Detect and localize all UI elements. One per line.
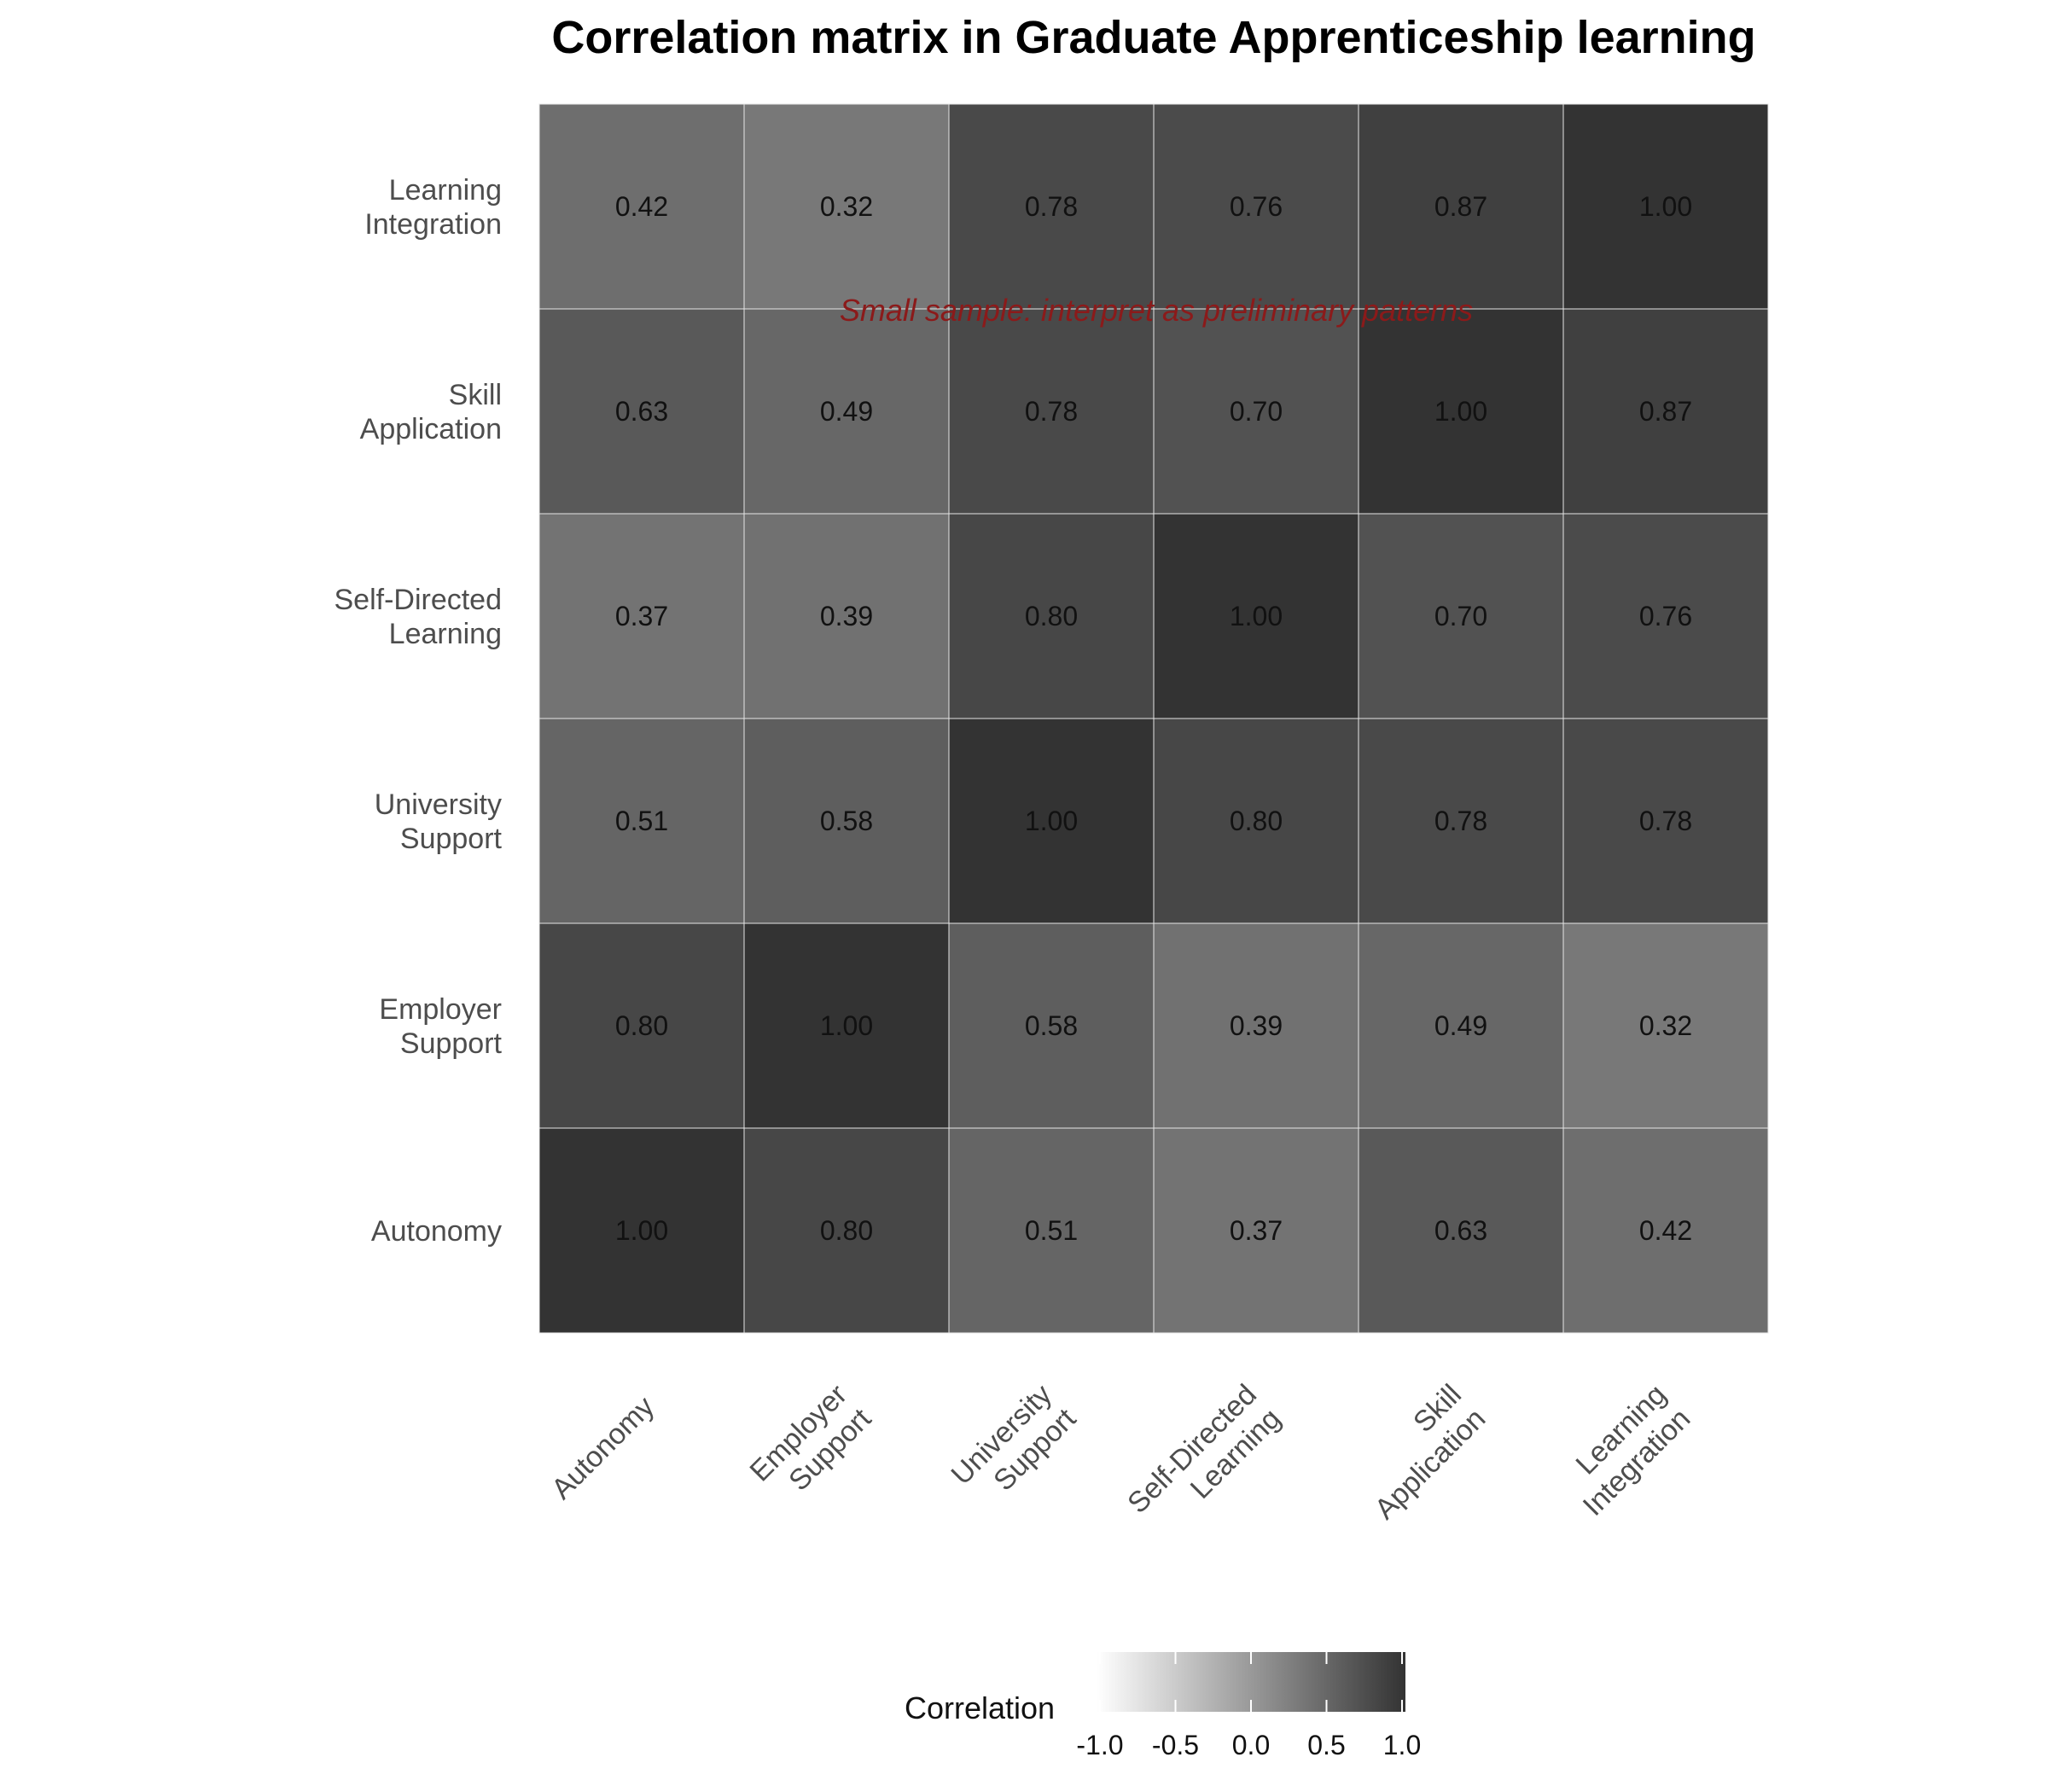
heatmap-cell <box>1562 718 1769 924</box>
svg-text:Self-DirectedLearning: Self-DirectedLearning <box>1121 1378 1287 1544</box>
heatmap-cell <box>1153 922 1359 1129</box>
cell-value-label: 0.78 <box>1025 191 1078 222</box>
cell-value-label: 0.51 <box>615 806 668 836</box>
heatmap-cell <box>1562 308 1769 515</box>
cell-value-label: 0.58 <box>1025 1010 1078 1041</box>
x-tick-label: SkillApplication <box>1345 1378 1492 1526</box>
heatmap-cell <box>1358 103 1564 310</box>
svg-text:LearningIntegration: LearningIntegration <box>1553 1378 1697 1522</box>
y-tick-label: University Support <box>375 788 503 855</box>
cell-value-label: 1.00 <box>1639 191 1692 222</box>
svg-text:Autonomy: Autonomy <box>545 1390 660 1505</box>
cell-value-label: 0.49 <box>820 396 873 427</box>
cell-value-label: 0.63 <box>1434 1215 1487 1246</box>
heatmap-cell <box>948 513 1155 719</box>
cell-value-label: 0.78 <box>1639 806 1692 836</box>
x-tick-label: UniversitySupport <box>945 1378 1083 1516</box>
heatmap-cell <box>1153 308 1359 515</box>
cell-value-label: 0.42 <box>1639 1215 1692 1246</box>
cell-value-label: 0.87 <box>1434 191 1487 222</box>
cell-value-label: 0.32 <box>820 191 873 222</box>
x-tick-label: Autonomy <box>545 1390 660 1505</box>
x-axis-tick-labels: Autonomy EmployerSupport UniversitySupport… <box>545 1378 1697 1544</box>
cell-value-label: 0.51 <box>1025 1215 1078 1246</box>
cell-value-label: 0.49 <box>1434 1010 1487 1041</box>
cell-value-label: 0.76 <box>1639 601 1692 631</box>
heatmap-cell <box>743 1127 950 1334</box>
cell-value-label: 0.42 <box>615 191 668 222</box>
cell-value-label: 0.80 <box>615 1010 668 1041</box>
heatmap-cell <box>948 718 1155 924</box>
legend-ticks: -1.0 -0.5 0.0 0.5 1.0 <box>1076 1652 1421 1760</box>
heatmap-cell <box>1562 922 1769 1129</box>
heatmap-cells <box>538 103 1769 1334</box>
legend-title: Correlation <box>905 1690 1055 1725</box>
cell-value-label: 0.70 <box>1230 396 1283 427</box>
heatmap-cell <box>743 513 950 719</box>
cell-value-label: 1.00 <box>1230 601 1283 631</box>
cell-value-label: 0.80 <box>1230 806 1283 836</box>
heatmap-cell <box>1358 1127 1564 1334</box>
cell-value-label: 0.32 <box>1639 1010 1692 1041</box>
heatmap-cell <box>1358 513 1564 719</box>
x-tick-label: Self-DirectedLearning <box>1121 1378 1287 1544</box>
cell-value-label: 1.00 <box>1025 806 1078 836</box>
heatmap-cell <box>948 922 1155 1129</box>
x-tick-label: LearningIntegration <box>1553 1378 1697 1522</box>
heatmap-cell <box>1358 718 1564 924</box>
cell-value-label: 0.70 <box>1434 601 1487 631</box>
heatmap-cell <box>538 1127 745 1334</box>
heatmap-cell <box>1358 308 1564 515</box>
y-tick-label: Autonomy <box>371 1215 502 1248</box>
cell-value-label: 1.00 <box>615 1215 668 1246</box>
legend-tick-label: 0.0 <box>1232 1730 1270 1760</box>
heatmap-cell <box>948 308 1155 515</box>
cell-value-label: 0.78 <box>1434 806 1487 836</box>
cell-value-label: 0.78 <box>1025 396 1078 427</box>
heatmap-cell <box>1562 1127 1769 1334</box>
cell-value-label: 0.39 <box>820 601 873 631</box>
cell-value-label: 1.00 <box>820 1010 873 1041</box>
color-legend: Correlation -1.0 -0.5 0.0 0.5 1.0 <box>905 1652 1421 1760</box>
heatmap-cell <box>538 922 745 1129</box>
cell-value-label: 0.80 <box>820 1215 873 1246</box>
chart-title: Correlation matrix in Graduate Apprentic… <box>551 12 1755 63</box>
legend-tick-label: -1.0 <box>1076 1730 1123 1760</box>
heatmap-cell <box>743 922 950 1129</box>
cell-value-label: 0.76 <box>1230 191 1283 222</box>
heatmap-cell <box>1153 103 1359 310</box>
heatmap-cell <box>1153 718 1359 924</box>
cell-value-label: 0.80 <box>1025 601 1078 631</box>
heatmap-cell <box>1562 513 1769 719</box>
y-axis-tick-labels: Autonomy Employer Support University Support… <box>334 174 502 1248</box>
cell-value-label: 0.37 <box>1230 1215 1283 1246</box>
heatmap-cell <box>538 718 745 924</box>
legend-tick-label: 0.5 <box>1307 1730 1345 1760</box>
cell-value-label: 0.37 <box>615 601 668 631</box>
y-tick-label: Self-Directed Learning <box>334 584 502 650</box>
legend-tick-label: 1.0 <box>1383 1730 1421 1760</box>
y-tick-label: Skill Application <box>360 379 502 445</box>
chart-annotation: Small sample: interpret as preliminary p… <box>840 293 1473 328</box>
cell-value-label: 1.00 <box>1434 396 1487 427</box>
svg-text:SkillApplication: SkillApplication <box>1345 1378 1492 1526</box>
svg-text:EmployerSupport: EmployerSupport <box>744 1378 878 1512</box>
y-tick-label: Employer Support <box>379 993 502 1060</box>
heatmap-cell <box>538 308 745 515</box>
heatmap-cell <box>1562 103 1769 310</box>
cell-value-label: 0.58 <box>820 806 873 836</box>
y-tick-label: Learning Integration <box>364 174 502 241</box>
cell-value-label: 0.87 <box>1639 396 1692 427</box>
heatmap-cell <box>538 103 745 310</box>
heatmap-cell <box>1153 1127 1359 1334</box>
heatmap-cell-labels: 1.00 0.80 0.51 0.37 0.63 0.42 0.80 1.00 0.58 0.39… <box>615 191 1692 1246</box>
x-tick-label: EmployerSupport <box>744 1378 878 1512</box>
cell-value-label: 0.63 <box>615 396 668 427</box>
legend-tick-label: -0.5 <box>1152 1730 1199 1760</box>
heatmap-cell <box>538 513 745 719</box>
cell-value-label: 0.39 <box>1230 1010 1283 1041</box>
heatmap-cell <box>743 308 950 515</box>
svg-text:UniversitySupport: UniversitySupport <box>945 1378 1083 1516</box>
